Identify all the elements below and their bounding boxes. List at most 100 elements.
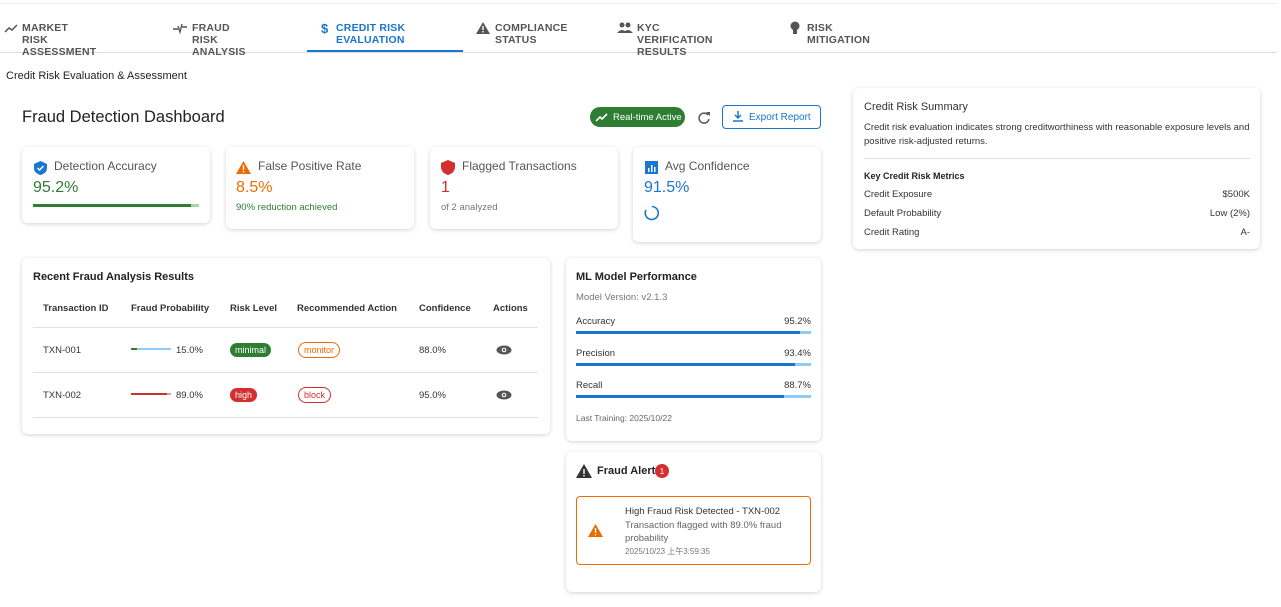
icon (441, 160, 455, 175)
metric-fill (576, 395, 785, 398)
element (583, 469, 585, 474)
export-button[interactable]: Export Report (722, 105, 821, 129)
metric-name: Default Probability (864, 208, 942, 219)
icon (236, 161, 251, 174)
element (654, 167, 656, 172)
stat-label: Avg Confidence (665, 159, 750, 173)
page-title: Credit Risk Evaluation & Assessment (6, 70, 187, 82)
element (595, 113, 608, 122)
stat-label: Flagged Transactions (462, 159, 577, 173)
element (793, 30, 797, 34)
icon (595, 113, 608, 122)
element (790, 21, 800, 31)
stat-card: Detection Accuracy 95.2% (22, 147, 210, 223)
stat-value: 8.5% (236, 179, 273, 196)
results-card: Recent Fraud Analysis Results Transactio… (22, 258, 550, 434)
tab-label: COMPLIANCE STATUS (495, 22, 568, 46)
th: Fraud Probability (131, 303, 210, 314)
icon: $ (321, 21, 329, 35)
element (583, 475, 585, 477)
tab-label: FRAUD RISK ANALYSIS (192, 22, 246, 58)
model-title: ML Model Performance (576, 271, 697, 283)
element (651, 165, 653, 172)
metric-value: 88.7% (784, 380, 811, 391)
last-training: Last Training: 2025/10/22 (576, 413, 672, 423)
tab-label: RISK MITIGATION (807, 22, 871, 46)
metric-track (576, 331, 811, 334)
element (242, 165, 245, 170)
element (502, 348, 506, 352)
view-button[interactable] (496, 390, 512, 400)
metrics-title: Key Credit Risk Metrics (864, 171, 965, 181)
icon (588, 524, 603, 537)
metric-track (576, 363, 811, 366)
element (4, 24, 18, 33)
icon (476, 22, 490, 34)
tab-label: KYC VERIFICATION RESULTS (637, 22, 713, 58)
th: Confidence (419, 303, 471, 314)
element (173, 23, 187, 35)
metric-fill (576, 331, 800, 334)
tab-active[interactable]: $ CREDIT RISK EVALUATION (307, 4, 463, 52)
prob-fill (131, 348, 137, 350)
th: Risk Level (230, 303, 277, 314)
metric-value: Low (2%) (1209, 208, 1250, 219)
model-card: ML Model Performance Model Version: v2.1… (566, 258, 821, 441)
alert-time: 2025/10/23 上午3:59:35 (625, 547, 710, 556)
element (864, 158, 1250, 159)
prob-track (131, 348, 171, 350)
element (698, 112, 710, 124)
refresh-button[interactable] (697, 111, 711, 125)
element (33, 417, 538, 418)
alert-message: Transaction flagged with 89.0% fraud pro… (625, 520, 782, 544)
view-button[interactable] (496, 345, 512, 355)
th: Transaction ID (43, 303, 109, 314)
action-chip: monitor (298, 342, 341, 358)
icon (733, 111, 743, 122)
stat-value: 91.5% (644, 179, 690, 196)
th: Recommended Action (297, 303, 397, 314)
td-conf: 95.0% (419, 390, 446, 401)
spinner (644, 205, 660, 221)
icon (576, 464, 592, 478)
risk-chip: high (230, 388, 258, 402)
td-prob: 15.0% (176, 345, 203, 356)
element (33, 372, 538, 373)
metric-name: Credit Exposure (864, 189, 933, 200)
element (644, 205, 660, 221)
stat-card: Flagged Transactions 1 of 2 analyzed (430, 147, 618, 229)
summary-card: Credit Risk Summary Credit risk evaluati… (853, 88, 1260, 249)
export-label: Export Report (749, 112, 811, 123)
element (36, 165, 45, 172)
status-text: Real-time Active (613, 112, 682, 123)
icon (645, 161, 658, 174)
model-version: Model Version: v2.1.3 (576, 292, 668, 303)
element (33, 327, 538, 328)
metric-name: Precision (576, 348, 616, 359)
metric-value: 93.4% (784, 348, 811, 359)
metric-name: Recall (576, 380, 603, 391)
alert-badge: 1 (655, 464, 669, 478)
summary-title: Credit Risk Summary (864, 101, 968, 113)
td-conf: 88.0% (419, 345, 446, 356)
element (482, 26, 484, 30)
tab-label: MARKET RISK ASSESSMENT (22, 22, 97, 58)
stat-note: of 2 analyzed (441, 202, 498, 213)
element (617, 30, 633, 33)
element (733, 111, 743, 122)
stat-label: False Positive Rate (258, 159, 362, 173)
element (482, 31, 484, 33)
metric-track (576, 395, 811, 398)
icon (617, 22, 633, 33)
td-id: TXN-001 (43, 345, 82, 356)
tab-label: CREDIT RISK EVALUATION (336, 22, 406, 46)
metric-value: A- (1240, 227, 1251, 238)
icon (34, 161, 47, 175)
icon (4, 24, 18, 33)
progress-fill (33, 204, 192, 207)
element (625, 22, 631, 28)
metric-name: Accuracy (576, 316, 616, 327)
stat-card: Avg Confidence 91.5% (633, 147, 821, 242)
action-chip: block (298, 387, 332, 403)
